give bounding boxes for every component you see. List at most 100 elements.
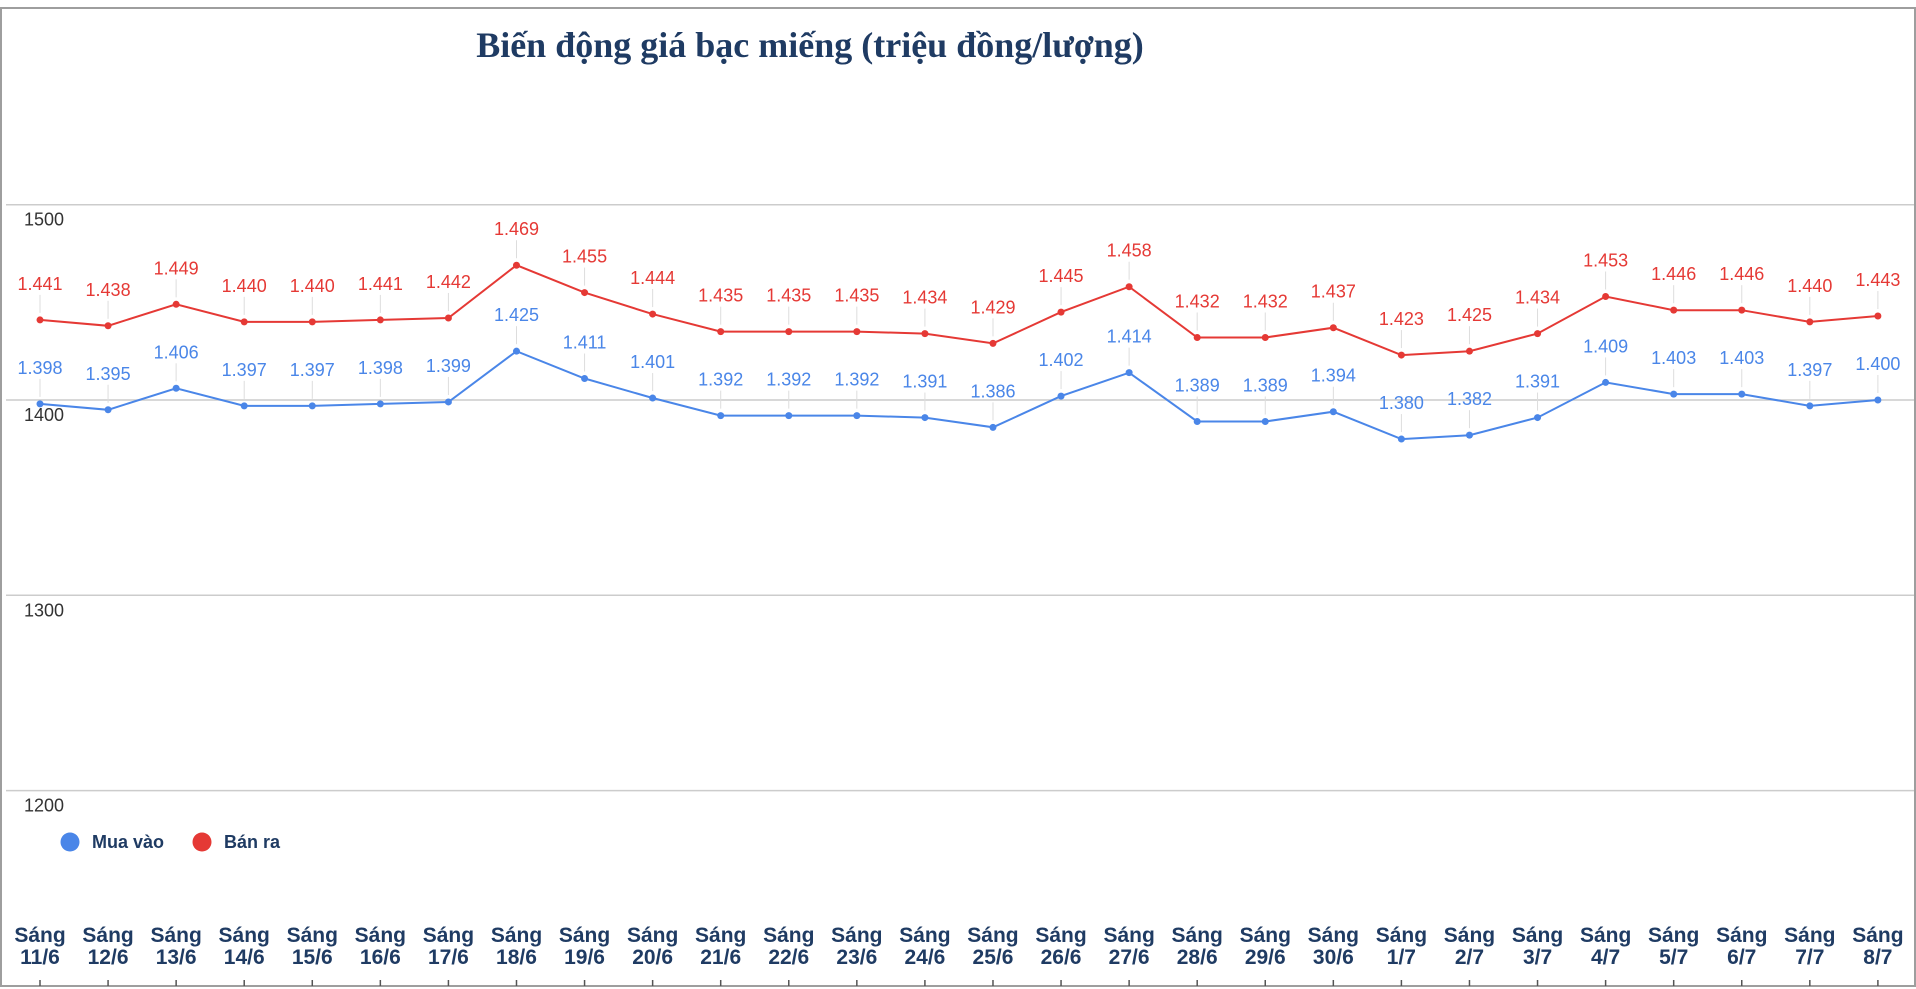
data-point — [36, 316, 44, 324]
x-tick-label: 24/6 — [904, 946, 945, 969]
x-tick-label: 27/6 — [1109, 946, 1150, 969]
x-tick-label: 28/6 — [1177, 946, 1218, 969]
data-point — [104, 322, 112, 330]
legend-marker — [60, 832, 80, 852]
data-point — [240, 318, 248, 326]
x-tick-label: 17/6 — [428, 946, 469, 969]
data-labels: 1.398 1.395 1.406 1.397 1.397 1.398 1.399 1.425… — [17, 219, 1900, 433]
data-label: 1.445 — [1039, 266, 1084, 286]
data-point — [853, 328, 861, 336]
data-label: 1.432 — [1243, 292, 1288, 312]
data-label: 1.435 — [698, 286, 743, 306]
data-point — [717, 328, 725, 336]
x-tick-label: Sáng — [1103, 924, 1154, 947]
data-point — [1874, 396, 1882, 404]
data-point — [581, 289, 589, 297]
data-label: 1.437 — [1311, 282, 1356, 302]
data-point — [444, 398, 452, 406]
legend-label: Mua vào — [92, 832, 164, 852]
x-tick-label: 11/6 — [20, 946, 60, 969]
data-label: 1.446 — [1719, 264, 1764, 284]
x-tick-label: Sáng — [287, 924, 338, 947]
data-point — [1534, 414, 1542, 422]
x-tick-label: Sáng — [1035, 924, 1086, 947]
data-point — [512, 261, 520, 269]
data-label: 1.449 — [154, 258, 199, 278]
data-point — [921, 414, 929, 422]
x-tick-label: Sáng — [1376, 924, 1427, 947]
data-point — [1602, 292, 1610, 300]
series-line-0 — [39, 350, 1878, 441]
x-tick-label: 23/6 — [836, 946, 877, 969]
x-tick-label: Sáng — [695, 924, 746, 947]
data-label: 1.400 — [1855, 354, 1900, 374]
x-tick-label: Sáng — [1240, 924, 1291, 947]
x-tick-label: 6/7 — [1727, 946, 1756, 969]
data-label: 1.401 — [630, 352, 675, 372]
data-label: 1.446 — [1651, 264, 1696, 284]
data-label: 1.411 — [563, 333, 607, 353]
x-tick-label: 18/6 — [496, 946, 537, 969]
data-point — [1874, 312, 1882, 320]
data-label: 1.409 — [1583, 336, 1628, 356]
data-label: 1.469 — [494, 219, 539, 239]
x-tick-label: Sáng — [14, 924, 65, 947]
data-point — [785, 412, 793, 420]
x-tick-label: 8/7 — [1863, 946, 1892, 969]
data-point — [1806, 318, 1814, 326]
data-point — [308, 402, 316, 410]
data-label: 1.453 — [1583, 250, 1628, 270]
data-label: 1.403 — [1651, 348, 1696, 368]
data-point — [1057, 308, 1065, 316]
x-tick-label: 20/6 — [632, 946, 673, 969]
x-tick-label: 19/6 — [564, 946, 605, 969]
data-point — [1670, 306, 1678, 314]
data-point — [785, 328, 793, 336]
x-tick-label: Sáng — [82, 924, 133, 947]
gridlines — [6, 203, 1914, 792]
data-point — [36, 400, 44, 408]
data-label: 1.429 — [970, 297, 1015, 317]
data-point — [1738, 390, 1746, 398]
data-label: 1.398 — [358, 358, 403, 378]
x-tick-label: 4/7 — [1591, 946, 1620, 969]
data-point — [1193, 334, 1201, 342]
y-axis-ticks: 1500 1400 1300 1200 — [24, 210, 64, 816]
data-label: 1.442 — [426, 272, 471, 292]
data-point — [1261, 417, 1269, 425]
data-label: 1.440 — [290, 276, 335, 296]
x-tick-label: 5/7 — [1659, 946, 1688, 969]
x-tick-label: 2/7 — [1455, 946, 1484, 969]
y-tick-label: 1400 — [24, 405, 64, 425]
data-label: 1.435 — [834, 286, 879, 306]
data-label: 1.441 — [17, 274, 62, 294]
data-point — [717, 412, 725, 420]
x-tick-label: Sáng — [219, 924, 270, 947]
data-point — [649, 310, 657, 318]
data-point — [581, 375, 589, 383]
x-tick-label: 13/6 — [156, 946, 197, 969]
x-tick-label: Sáng — [831, 924, 882, 947]
data-label: 1.394 — [1311, 366, 1356, 386]
data-label: 1.391 — [1515, 372, 1560, 392]
data-label: 1.392 — [834, 370, 879, 390]
data-label: 1.389 — [1175, 375, 1220, 395]
data-label: 1.406 — [154, 342, 199, 362]
data-point — [1397, 435, 1405, 443]
x-tick-label: Sáng — [763, 924, 814, 947]
data-label: 1.425 — [1447, 305, 1492, 325]
x-tick-label: 12/6 — [88, 946, 129, 969]
data-label: 1.425 — [494, 305, 539, 325]
x-tick-label: Sáng — [967, 924, 1018, 947]
data-label: 1.440 — [1787, 276, 1832, 296]
x-tick-label: 16/6 — [360, 946, 401, 969]
data-point — [1738, 306, 1746, 314]
x-tick-label: Sáng — [1308, 924, 1359, 947]
data-point — [989, 423, 997, 431]
x-tick-label: Sáng — [355, 924, 406, 947]
data-point — [1534, 330, 1542, 338]
data-point — [1261, 334, 1269, 342]
series-points — [36, 261, 1882, 443]
data-label: 1.392 — [766, 370, 811, 390]
